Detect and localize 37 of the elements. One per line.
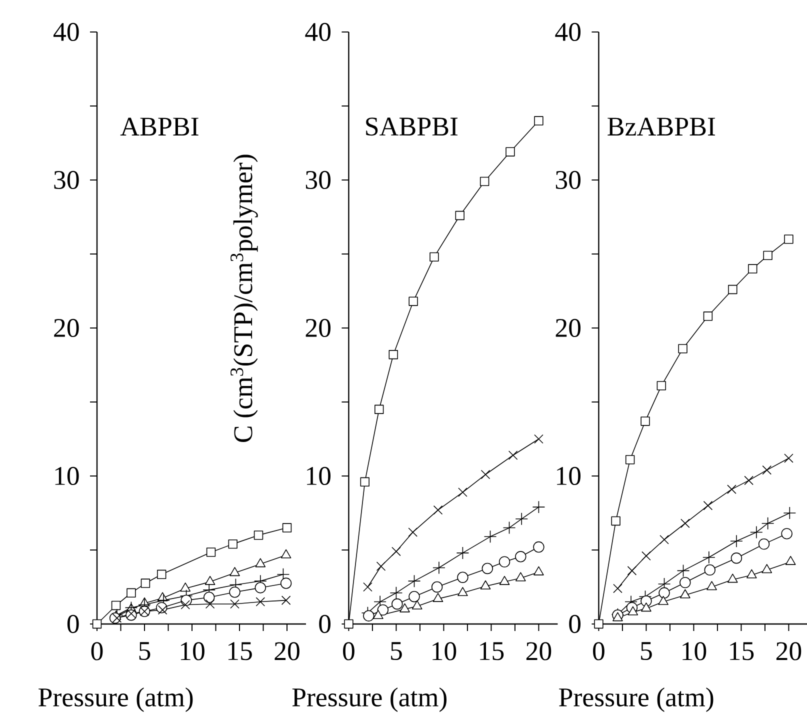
y-tick-label: 30 (556, 170, 581, 190)
y-tick-label: 30 (54, 170, 79, 190)
y-tick-label: 40 (305, 22, 331, 42)
x-tick-label: 5 (139, 642, 150, 660)
x-tick-label: 10 (180, 642, 204, 660)
x-tick-label: 15 (480, 642, 504, 660)
y-tick-label: 10 (307, 466, 331, 486)
x-tick-label: 10 (682, 642, 706, 660)
x-tick-label: 0 (343, 642, 354, 660)
x-tick-label: 20 (526, 642, 552, 660)
y-tick-label: 0 (67, 614, 79, 634)
text: SABPBI (366, 118, 458, 136)
x-tick-label: 5 (641, 642, 652, 660)
y-tick-label: 20 (306, 318, 331, 338)
x-tick-label: 15 (228, 642, 252, 660)
y-tick-label: 20 (54, 318, 79, 338)
y-tick-label: 0 (569, 614, 581, 634)
x-tick-label: 0 (593, 642, 604, 660)
y-tick-label: 20 (556, 318, 581, 338)
x-tick-label: 15 (730, 642, 754, 660)
y-axis-title: C (cm$^{3}$(STP)/cm$^{3}$polymer) (230, 154, 258, 442)
y-tick-label: 10 (557, 466, 581, 486)
text: BzABPBI (608, 118, 716, 136)
x-tick-label: 20 (776, 642, 802, 660)
x-axis-title: Pressure (atm) (38, 688, 193, 712)
x-tick-label: 5 (391, 642, 402, 660)
y-tick-label: 40 (555, 22, 581, 42)
y-tick-label: 0 (319, 614, 331, 634)
x-axis-title: Pressure (atm) (559, 688, 714, 712)
x-tick-label: 20 (274, 642, 300, 660)
y-tick-label: 30 (306, 170, 331, 190)
y-tick-label: 10 (55, 466, 79, 486)
y-tick-label: 40 (53, 22, 79, 42)
x-axis-title: Pressure (atm) (292, 688, 446, 712)
x-tick-label: 10 (432, 642, 456, 660)
text: ABPBI (120, 118, 198, 136)
x-tick-label: 0 (91, 642, 103, 660)
